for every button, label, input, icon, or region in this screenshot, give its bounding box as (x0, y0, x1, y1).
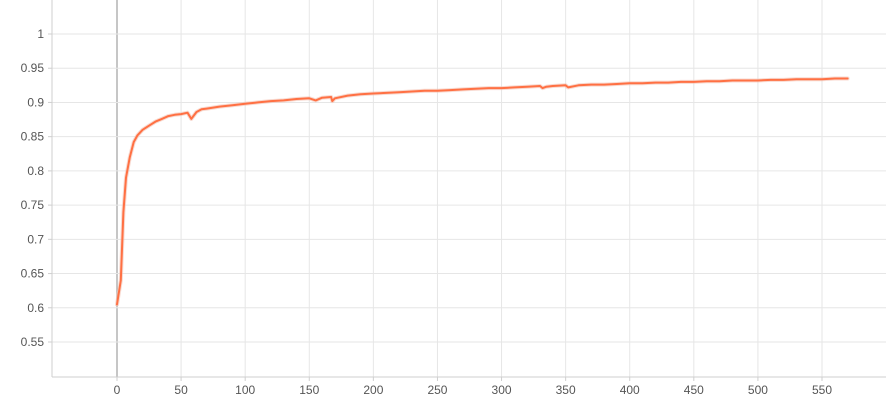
y-tick-label: 1 (37, 27, 44, 41)
series-raw-line (115, 76, 850, 307)
x-tick-label: 50 (174, 383, 188, 397)
y-tick-label: 0.65 (21, 267, 45, 281)
x-tick-label: 350 (556, 383, 576, 397)
x-tick-label: 400 (620, 383, 640, 397)
x-tick-label: 250 (427, 383, 447, 397)
y-tick-label: 0.8 (27, 164, 44, 178)
x-tick-label: 0 (114, 383, 121, 397)
y-tick-label: 0.9 (27, 95, 44, 109)
x-tick-label: 450 (684, 383, 704, 397)
y-tick-label: 0.55 (21, 335, 45, 349)
y-tick-label: 0.95 (21, 61, 45, 75)
x-tick-label: 300 (492, 383, 512, 397)
x-tick-label: 150 (299, 383, 319, 397)
y-tick-label: 0.75 (21, 198, 45, 212)
x-tick-label: 500 (748, 383, 768, 397)
tick-labels: 0 50 100 150 200 250 300 350 400 450 500 550 0.55 0.6… (21, 27, 833, 397)
x-tick-label: 550 (812, 383, 832, 397)
y-tick-label: 0.7 (27, 232, 44, 246)
x-tick-label: 100 (235, 383, 255, 397)
x-tick-label: 200 (363, 383, 383, 397)
y-tick-label: 0.6 (27, 301, 44, 315)
grid (52, 0, 886, 377)
series-line (116, 77, 849, 306)
axes (48, 0, 886, 381)
y-tick-label: 0.85 (21, 130, 45, 144)
series (115, 76, 850, 307)
